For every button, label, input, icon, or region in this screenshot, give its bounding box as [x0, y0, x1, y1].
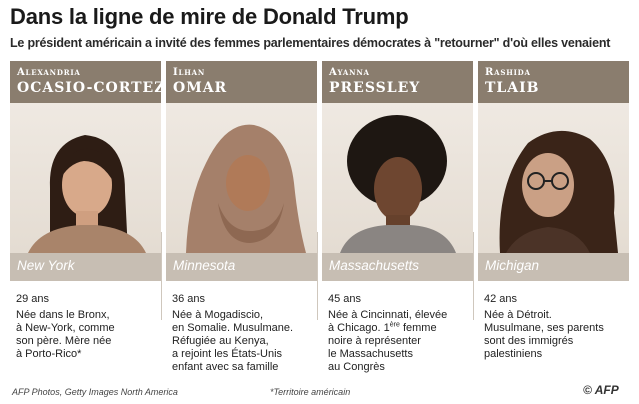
column-divider [161, 232, 162, 320]
state-bar: Massachusetts [322, 253, 473, 281]
first-name: Rashida [485, 67, 531, 78]
age: 42 ans [484, 293, 518, 305]
biography: Née à Mogadiscio, en Somalie. Musulmane.… [172, 309, 317, 374]
bio-line: en Somalie. Musulmane. [172, 322, 294, 334]
superscript: ère [389, 321, 400, 329]
bio-line: au Congrès [328, 361, 385, 373]
bio-line: enfant avec sa famille [172, 361, 279, 373]
bio-line: noire à représenter [328, 335, 421, 347]
state-label: New York [17, 258, 75, 273]
state-label: Minnesota [173, 258, 236, 273]
bio-line: à Chicago. 1ère femme [328, 321, 473, 335]
bio-text: femme [399, 322, 437, 334]
bio-line: Réfugiée au Kenya, [172, 335, 269, 347]
profile-card-tlaib: Rashida TLAIB Michigan 42 ans Née à Détr… [478, 61, 629, 381]
state-label: Massachusetts [329, 258, 420, 273]
profile-card-ocasio-cortez: Alexandria OCASIO-CORTEZ New York 29 ans… [10, 61, 166, 381]
state-bar: Michigan [478, 253, 629, 281]
portrait-photo [166, 103, 317, 253]
bio-line: Née dans le Bronx, [16, 309, 110, 321]
biography: Née dans le Bronx, à New-York, comme son… [16, 309, 161, 361]
bio-line: Née à Détroit. [484, 309, 552, 321]
photo-credit: AFP Photos, Getty Images North America [12, 387, 178, 397]
first-name: Ilhan [173, 67, 206, 78]
name-banner: Ilhan OMAR [166, 61, 317, 103]
age: 36 ans [172, 293, 206, 305]
biography: Née à Cincinnati, élevée à Chicago. 1ère… [328, 309, 473, 374]
state-label: Michigan [485, 258, 540, 273]
bio-text: à Chicago. 1 [328, 322, 390, 334]
bio-line: à New-York, comme [16, 322, 115, 334]
portrait-photo [10, 103, 161, 253]
portrait-photo [478, 103, 629, 253]
bio-line: Musulmane, ses parents [484, 322, 604, 334]
page-title: Dans la ligne de mire de Donald Trump [10, 4, 409, 29]
bio-line: palestiniens [484, 348, 543, 360]
bio-line: à Porto-Rico* [16, 348, 82, 360]
first-name: Ayanna [329, 67, 370, 78]
afp-logo: © AFP [583, 383, 619, 397]
bio-line: le Massachusetts [328, 348, 413, 360]
last-name: TLAIB [485, 80, 540, 96]
column-divider [317, 232, 318, 320]
state-bar: New York [10, 253, 161, 281]
state-bar: Minnesota [166, 253, 317, 281]
bio-line: son père. Mère née [16, 335, 112, 347]
column-divider [473, 232, 474, 320]
page-subtitle: Le président américain a invité des femm… [10, 36, 611, 50]
first-name: Alexandria [17, 67, 81, 78]
name-banner: Ayanna PRESSLEY [322, 61, 473, 103]
name-banner: Alexandria OCASIO-CORTEZ [10, 61, 166, 103]
last-name: PRESSLEY [329, 80, 421, 96]
bio-line: Née à Mogadiscio, [172, 309, 264, 321]
bio-line: a rejoint les États-Unis [172, 348, 283, 360]
biography: Née à Détroit. Musulmane, ses parents so… [484, 309, 629, 361]
footnote: *Territoire américain [270, 387, 351, 397]
bio-line: Née à Cincinnati, élevée [328, 309, 448, 321]
last-name: OCASIO-CORTEZ [17, 80, 166, 96]
portrait-photo [322, 103, 473, 253]
profile-card-pressley: Ayanna PRESSLEY Massachusetts 45 ans Née… [322, 61, 473, 381]
profile-card-omar: Ilhan OMAR Minnesota 36 ans Née à Mogadi… [166, 61, 317, 381]
age: 29 ans [16, 293, 50, 305]
age: 45 ans [328, 293, 362, 305]
name-banner: Rashida TLAIB [478, 61, 629, 103]
bio-line: sont des immigrés [484, 335, 574, 347]
last-name: OMAR [173, 80, 228, 96]
